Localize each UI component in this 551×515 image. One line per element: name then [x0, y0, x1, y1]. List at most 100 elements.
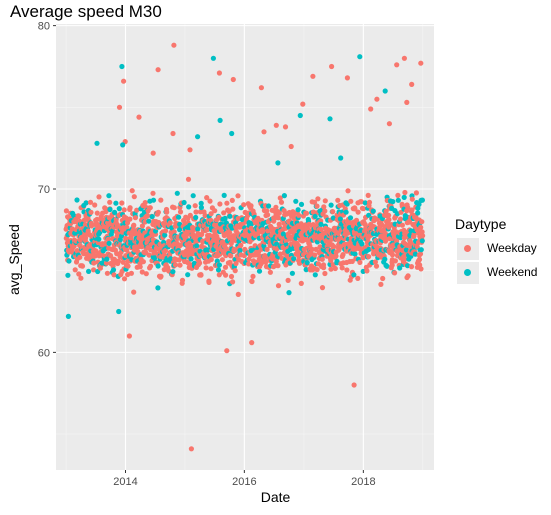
weekday-point	[92, 202, 98, 208]
weekday-point	[129, 188, 135, 194]
weekend-point	[303, 267, 309, 273]
weekday-point	[238, 242, 244, 248]
weekday-point	[116, 104, 123, 110]
weekday-point	[321, 204, 327, 210]
weekday-point	[229, 197, 235, 203]
weekday-point	[77, 254, 83, 260]
weekday-point	[345, 188, 351, 194]
weekend-point	[65, 272, 71, 278]
weekday-point	[265, 212, 271, 218]
weekday-point	[366, 199, 373, 205]
legend-item-weekday: Weekday	[457, 238, 551, 260]
x-tick-label: 2018	[351, 476, 375, 488]
weekend-point	[152, 255, 158, 261]
weekday-point	[373, 263, 380, 269]
weekday-point	[235, 291, 241, 297]
weekday-point	[386, 217, 392, 223]
weekend-point	[86, 268, 92, 274]
weekend-point	[106, 193, 112, 199]
weekend-point	[174, 190, 180, 196]
weekday-point	[358, 199, 364, 205]
weekday-point	[139, 223, 145, 229]
weekday-point	[124, 220, 131, 226]
weekday-point	[344, 75, 350, 81]
weekday-point	[176, 257, 182, 263]
weekend-point	[419, 197, 425, 203]
weekend-point	[318, 221, 324, 227]
weekday-point	[76, 213, 82, 219]
weekday-point	[177, 209, 184, 215]
weekday-point	[121, 78, 127, 84]
weekday-point	[91, 267, 97, 273]
legend-label: Weekend	[487, 265, 538, 279]
weekday-point	[264, 208, 270, 214]
weekday-point	[233, 260, 239, 267]
weekday-point	[386, 212, 392, 218]
weekend-point	[416, 201, 422, 207]
weekday-point	[300, 101, 306, 107]
weekday-point	[91, 260, 97, 266]
weekday-point	[378, 281, 384, 287]
y-axis-title: avg_Speed	[6, 224, 22, 295]
weekday-point	[224, 348, 230, 354]
weekday-point	[394, 62, 400, 68]
weekday-point	[360, 206, 367, 212]
weekday-point	[418, 266, 424, 272]
weekday-point	[89, 221, 95, 227]
weekday-point	[221, 210, 227, 216]
y-tick-label: 70	[38, 184, 50, 196]
weekday-point	[228, 273, 235, 280]
weekend-point	[222, 215, 228, 221]
weekday-point	[207, 198, 213, 204]
weekday-point	[204, 195, 210, 201]
weekend-point	[195, 134, 201, 140]
chart-title: Average speed M30	[10, 2, 162, 21]
x-tick-label: 2014	[113, 476, 137, 488]
weekday-point	[418, 224, 424, 230]
weekend-point	[390, 199, 396, 205]
weekday-point	[177, 262, 183, 268]
weekday-point	[241, 202, 247, 208]
weekday-point	[208, 266, 214, 272]
weekend-point	[357, 54, 363, 60]
weekday-point	[219, 257, 225, 263]
weekday-point	[163, 228, 169, 234]
weekend-point	[66, 258, 72, 264]
weekday-point	[87, 199, 94, 205]
weekday-point	[223, 272, 229, 278]
weekday-point	[216, 272, 222, 278]
weekday-point	[134, 207, 140, 213]
weekday-point	[332, 265, 338, 272]
weekend-point	[370, 208, 376, 214]
weekend-point	[419, 238, 425, 244]
weekday-point	[128, 270, 134, 276]
weekday-point	[401, 55, 407, 61]
weekday-point	[230, 206, 236, 212]
weekday-point	[217, 201, 223, 207]
weekend-point	[266, 203, 272, 209]
weekday-point	[142, 200, 148, 206]
weekday-point	[278, 199, 285, 205]
weekday-point	[104, 270, 110, 276]
weekend-point	[120, 142, 126, 148]
weekday-point	[193, 209, 199, 215]
weekend-point	[96, 236, 102, 242]
weekday-point	[328, 266, 334, 272]
weekday-point	[137, 264, 143, 270]
weekday-point	[235, 193, 241, 199]
weekday-point	[413, 190, 419, 196]
weekday-point	[144, 213, 151, 219]
weekday-point	[131, 289, 137, 295]
weekday-point	[119, 200, 125, 206]
weekend-point	[216, 262, 222, 268]
weekday-point	[397, 216, 404, 222]
weekend-point	[65, 313, 71, 319]
weekday-point	[344, 267, 350, 273]
weekday-point	[126, 333, 132, 339]
weekend-point	[289, 270, 295, 276]
weekend-point	[297, 112, 303, 119]
weekend-point	[116, 308, 122, 315]
weekend-point	[112, 209, 118, 215]
weekday-point	[258, 85, 264, 91]
